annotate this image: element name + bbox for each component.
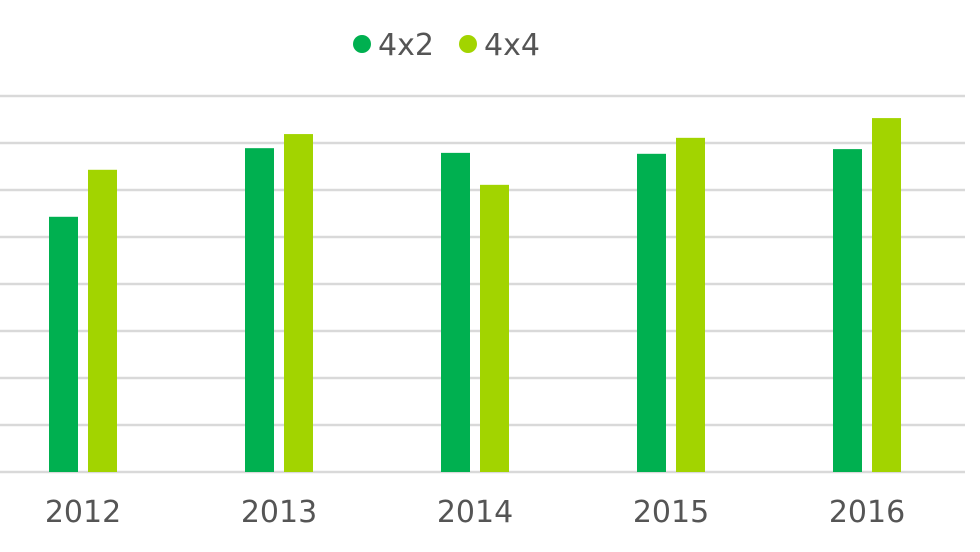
- legend-marker-4x4: [459, 35, 477, 53]
- bars: [49, 118, 901, 473]
- bar-4x2-2016: [833, 149, 862, 473]
- x-tick-label: 2013: [241, 495, 317, 530]
- legend: 4x2 4x4: [353, 28, 540, 63]
- x-axis-ticks: 2012 2013 2014 2015 2016: [45, 495, 905, 530]
- bar-4x4-2014: [480, 184, 509, 472]
- x-tick-label: 2014: [437, 495, 513, 530]
- bar-4x2-2013: [245, 148, 274, 473]
- x-tick-label: 2012: [45, 495, 121, 530]
- bar-4x4-2016: [872, 118, 901, 472]
- legend-label-4x2: 4x2: [378, 28, 434, 63]
- bar-4x4-2012: [88, 169, 117, 473]
- bar-4x4-2015: [676, 137, 705, 472]
- bar-4x2-2015: [637, 153, 666, 472]
- legend-label-4x4: 4x4: [484, 28, 540, 63]
- legend-marker-4x2: [353, 35, 371, 53]
- bar-4x4-2013: [284, 134, 313, 472]
- x-tick-label: 2016: [829, 495, 905, 530]
- bar-4x2-2014: [441, 152, 470, 472]
- x-tick-label: 2015: [633, 495, 709, 530]
- bar-4x2-2012: [49, 216, 78, 472]
